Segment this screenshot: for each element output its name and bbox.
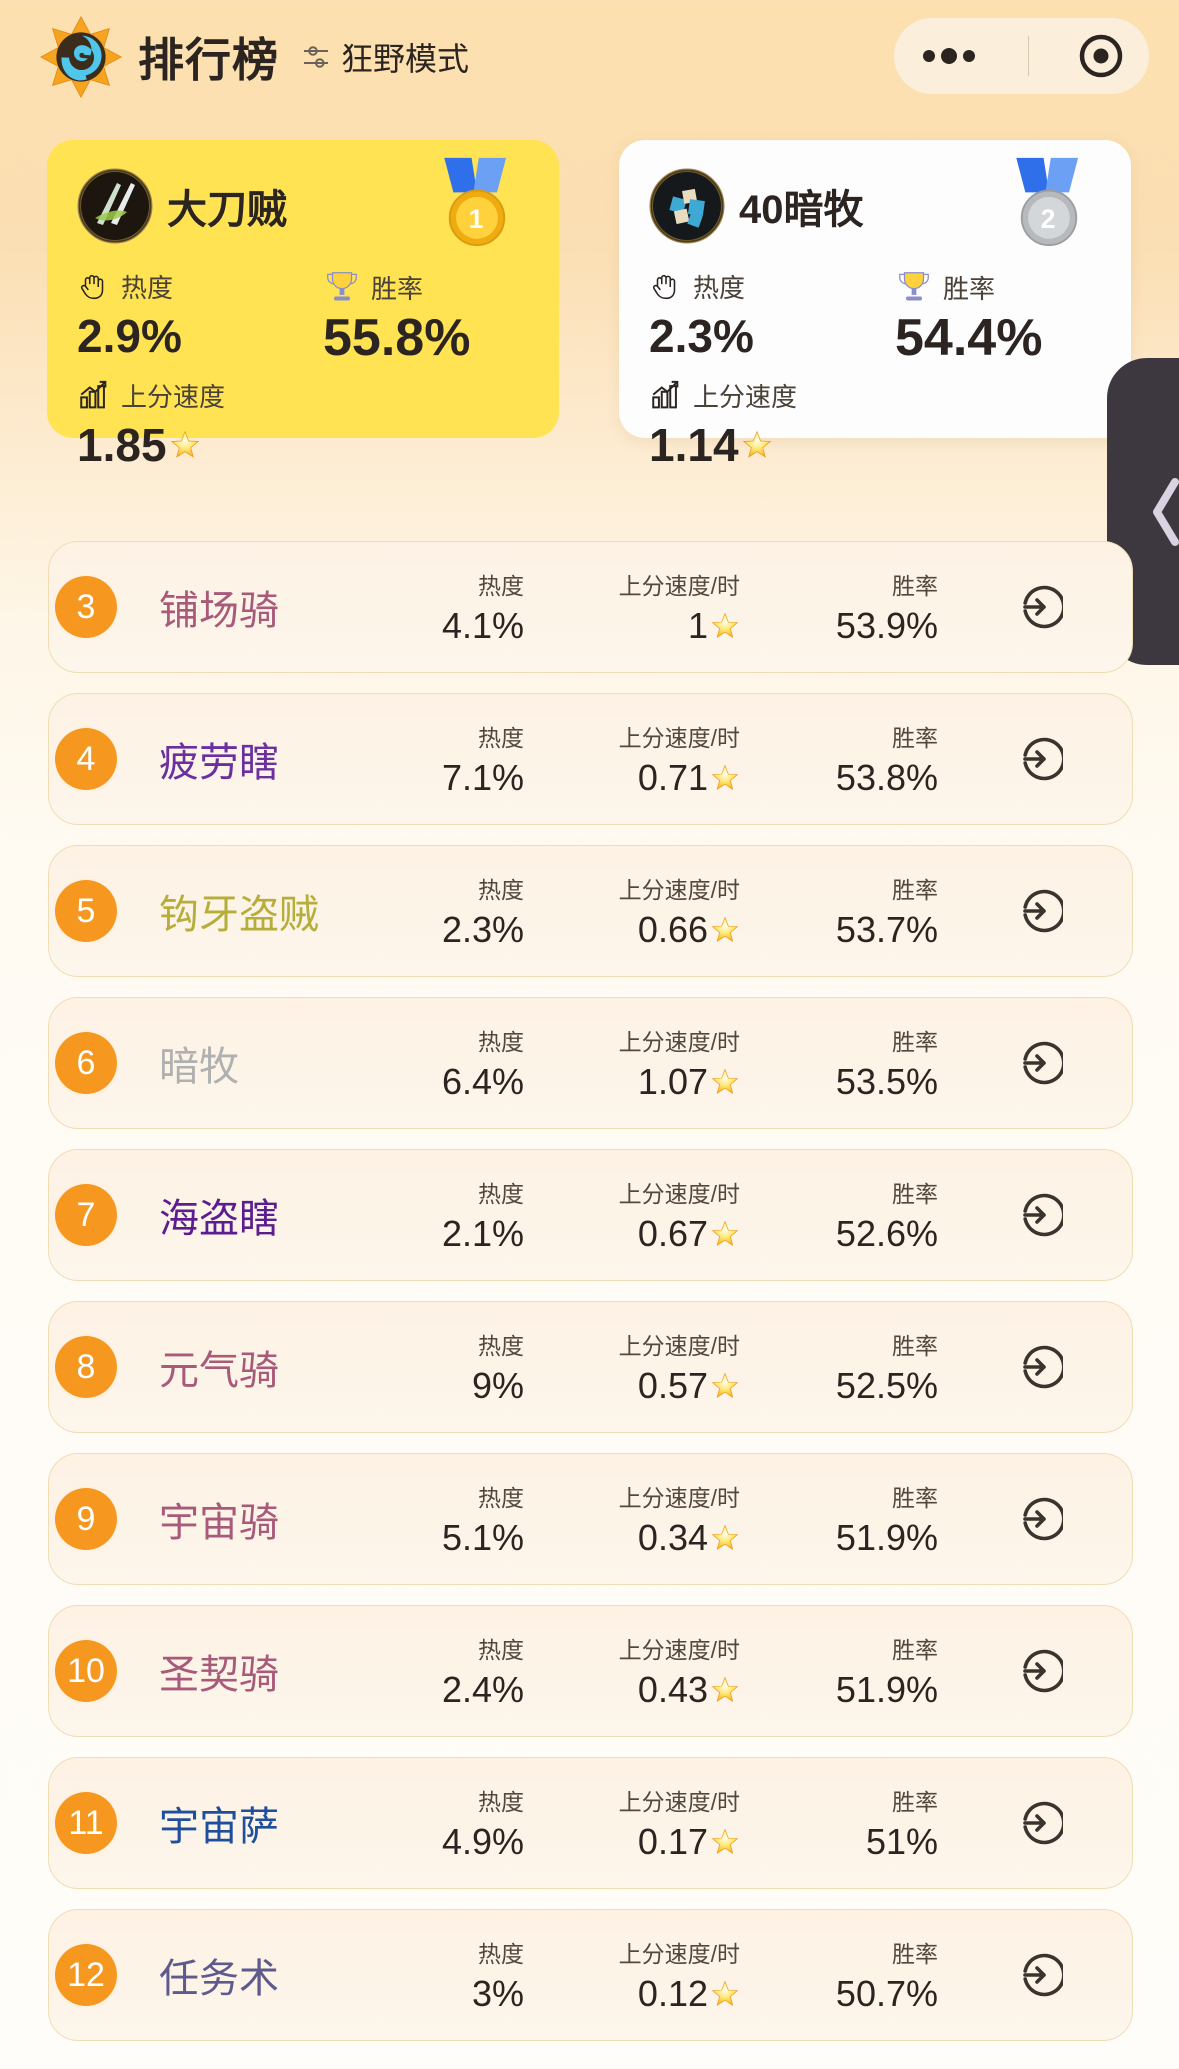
svg-text:2: 2 [1041, 204, 1056, 234]
svg-text:1: 1 [469, 204, 484, 234]
